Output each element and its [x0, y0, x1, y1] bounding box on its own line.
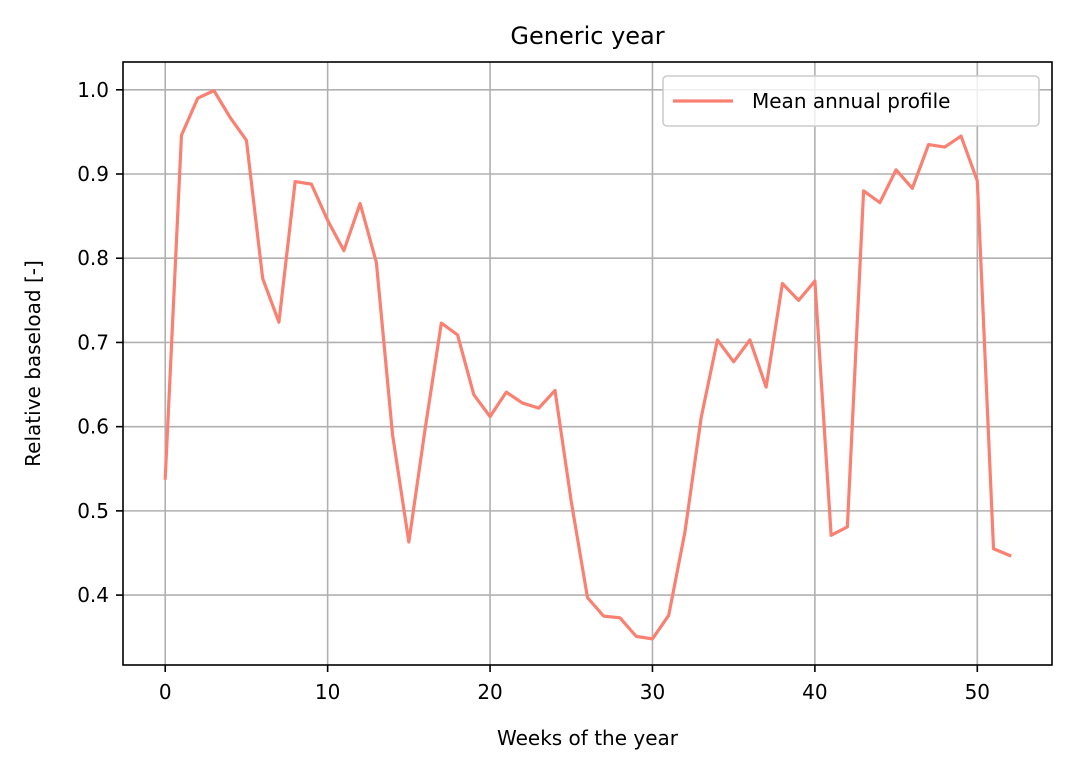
series-line [163, 89, 1012, 641]
x-tick-label: 50 [965, 680, 990, 704]
x-axis-label: Weeks of the year [497, 726, 679, 750]
y-tick-label: 0.5 [77, 499, 109, 523]
x-tick-label: 30 [640, 680, 665, 704]
y-tick-label: 0.8 [77, 246, 109, 270]
series-layer [163, 89, 1012, 641]
y-tick-label: 0.6 [77, 415, 109, 439]
legend-box [662, 75, 1040, 127]
x-tick-label: 40 [802, 680, 827, 704]
ticks: 0 10 20 30 40 50 0.4 0.5 0.6 0.7 0.8 0.9 1.0 [77, 78, 990, 704]
y-tick-label: 1.0 [77, 78, 109, 102]
legend-label: Mean annual profile [752, 89, 950, 113]
x-tick-label: 10 [315, 680, 340, 704]
y-axis-label: Relative baseload [-] [21, 260, 45, 467]
plot-frame [122, 61, 1053, 666]
x-tick-label: 20 [477, 680, 502, 704]
y-tick-label: 0.4 [77, 583, 109, 607]
legend: Mean annual profile [662, 75, 1040, 127]
grid [123, 62, 1052, 665]
y-tick-label: 0.7 [77, 330, 109, 354]
x-tick-label: 0 [159, 680, 172, 704]
y-tick-label: 0.9 [77, 162, 109, 186]
chart-title: Generic year [510, 22, 664, 50]
